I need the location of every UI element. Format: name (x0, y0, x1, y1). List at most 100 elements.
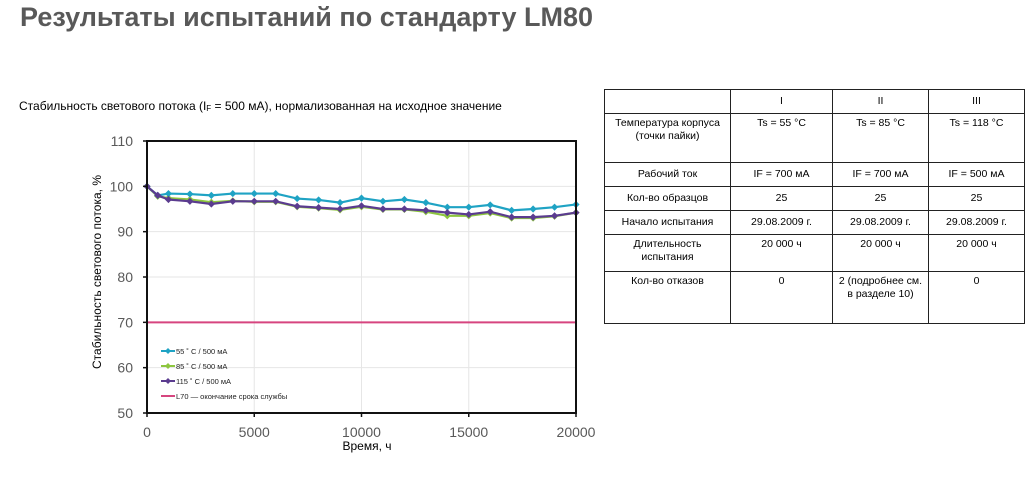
table-cell: IF = 700 мА (730, 162, 833, 187)
data-point-marker (422, 206, 430, 214)
chart-series (143, 182, 580, 222)
data-point-marker (315, 196, 323, 204)
data-point-marker (293, 194, 301, 203)
data-point-marker (443, 203, 451, 211)
legend-swatch-marker (165, 348, 171, 354)
y-tick-label: 70 (117, 314, 133, 330)
data-point-marker (229, 197, 237, 205)
table-cell: 29.08.2009 г. (928, 210, 1025, 235)
table-header-cell: I (730, 89, 833, 114)
chart-legend: 55 ˚ C / 500 мА 85 ˚ C / 500 мА 115 ˚ C / … (161, 347, 287, 401)
data-point-marker (250, 197, 258, 205)
data-point-marker (508, 213, 516, 221)
table-row: Кол-во образцов 25 25 25 (604, 186, 1025, 211)
table-row-label: Кол-во образцов (604, 186, 731, 211)
data-point-marker (293, 202, 301, 210)
chart-caption-text: Стабильность светового потока (I (19, 99, 207, 113)
table-row-label: Длительность испытания (604, 234, 731, 272)
table-cell: IF = 700 мА (832, 162, 929, 187)
series-3 (143, 182, 580, 221)
data-point-marker (550, 212, 559, 220)
table-cell: 25 (832, 186, 929, 211)
legend-swatch-marker (165, 363, 171, 369)
y-axis-label: Стабильность светового потока, % (90, 175, 104, 369)
data-point-marker (508, 206, 516, 214)
table-cell: 2 (подробнее см. в разделе 10) (832, 271, 929, 324)
data-point-marker (379, 197, 387, 205)
table-cell: IF = 500 мА (928, 162, 1025, 187)
chart-caption: Стабильность светового потока (IF = 500 … (19, 99, 502, 113)
data-point-marker (400, 205, 408, 213)
table-cell: Ts = 85 °C (832, 113, 929, 163)
y-tick-label: 110 (111, 133, 134, 149)
data-point-marker (315, 204, 323, 212)
table-header-row: I II III (604, 89, 1025, 114)
data-point-marker (379, 205, 387, 213)
page-title: Результаты испытаний по стандарту LM80 (20, 2, 593, 32)
table-row-label: Температура корпуса (точки пайки) (604, 113, 731, 163)
data-point-marker (186, 190, 194, 198)
table-cell: 20 000 ч (730, 234, 833, 272)
y-axis-ticks: 50 60 70 80 90 100 110 (110, 133, 147, 421)
y-tick-label: 90 (117, 224, 133, 240)
data-point-marker (336, 205, 344, 213)
x-tick-label: 15000 (449, 424, 488, 440)
table-header-cell (604, 89, 731, 114)
table-row-label: Кол-во отказов (604, 271, 731, 324)
legend-swatch-marker (165, 378, 171, 384)
data-point-marker (357, 194, 366, 202)
x-tick-label: 10000 (342, 424, 381, 440)
data-point-marker (272, 189, 280, 198)
legend-entry-label: 55 ˚ C / 500 мА (176, 347, 227, 356)
data-point-marker (486, 201, 494, 209)
x-axis-label: Время, ч (342, 439, 391, 453)
data-point-marker (422, 199, 430, 207)
test-conditions-table: I II III Температура корпуса (точки пайки) T… (604, 89, 1025, 324)
y-tick-label: 60 (117, 360, 133, 376)
table-row-label: Рабочий ток (604, 162, 731, 187)
x-tick-label: 5000 (239, 424, 270, 440)
table-cell: 29.08.2009 г. (832, 210, 929, 235)
table-header-cell: III (928, 89, 1025, 114)
legend-entry-label: 85 ˚ C / 500 мА (176, 362, 227, 371)
data-point-marker (443, 209, 451, 217)
table-row: Длительность испытания 20 000 ч 20 000 ч 20… (604, 234, 1025, 272)
data-point-marker (529, 205, 537, 213)
legend-entry-label: L70 — окончание срока службы (176, 392, 287, 401)
data-point-marker (250, 189, 258, 198)
table-row: Температура корпуса (точки пайки) Ts = 55… (604, 113, 1025, 163)
data-point-marker (336, 199, 344, 207)
data-point-marker (400, 195, 408, 204)
data-point-marker (154, 191, 162, 199)
y-tick-label: 100 (110, 178, 134, 194)
data-point-marker (164, 195, 173, 204)
table-cell: 0 (730, 271, 833, 324)
table-row: Рабочий ток IF = 700 мА IF = 700 мА IF = 50… (604, 162, 1025, 187)
table-header-cell: II (832, 89, 929, 114)
table-row: Начало испытания 29.08.2009 г. 29.08.2009 … (604, 210, 1025, 235)
data-point-marker (550, 203, 559, 211)
data-point-marker (486, 208, 494, 216)
data-point-marker (529, 213, 537, 221)
data-point-marker (272, 197, 280, 205)
data-point-marker (164, 189, 173, 198)
x-tick-label: 20000 (557, 424, 596, 440)
data-point-marker (186, 197, 194, 205)
table-cell: 20 000 ч (928, 234, 1025, 272)
x-axis-ticks: 0 5000 10000 15000 20000 (143, 413, 596, 440)
data-point-marker (229, 189, 237, 198)
table-cell: 29.08.2009 г. (730, 210, 833, 235)
legend-entry-label: 115 ˚ C / 500 мА (176, 377, 231, 386)
line-chart: 50 60 70 80 90 100 110 0 5000 10000 15000 20000 Вр… (90, 133, 596, 453)
series-line (146, 185, 577, 219)
data-point-marker (465, 203, 473, 211)
table-cell: Ts = 55 °C (730, 113, 833, 163)
chart-gridlines (147, 141, 576, 413)
y-tick-label: 50 (117, 405, 133, 421)
data-point-marker (207, 200, 215, 208)
table-cell: 25 (730, 186, 833, 211)
table-row-label: Начало испытания (604, 210, 731, 235)
data-point-marker (357, 202, 366, 210)
x-tick-label: 0 (143, 424, 151, 440)
chart-caption-rest: = 500 мА), нормализованная на исходное з… (211, 99, 502, 113)
